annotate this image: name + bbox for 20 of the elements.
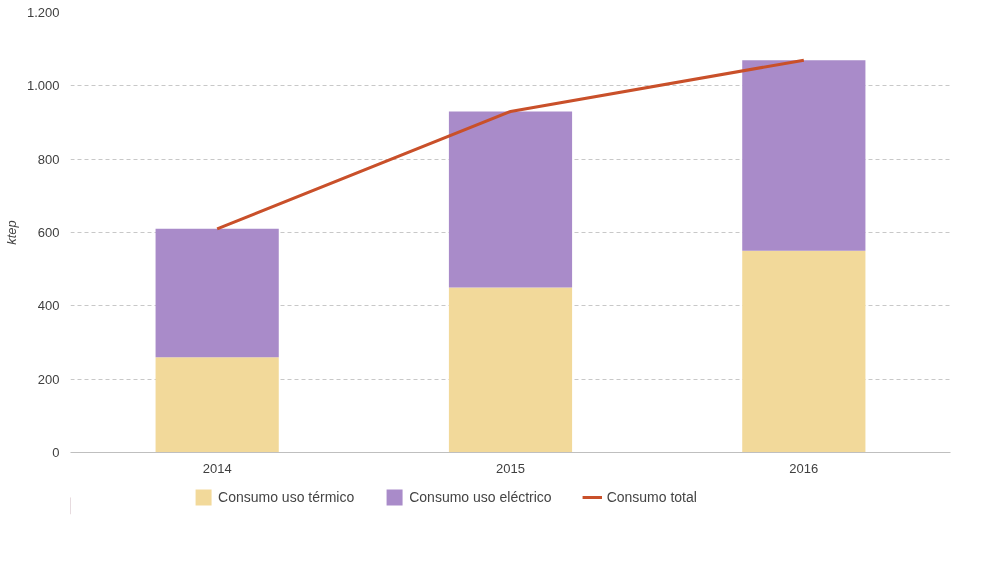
y-tick-label: 400 — [37, 298, 60, 314]
bar — [742, 60, 866, 251]
bar — [742, 250, 866, 453]
bar — [155, 228, 279, 358]
legend-label: Consumo uso eléctrico — [409, 489, 552, 505]
y-tick-label: 0 — [52, 445, 60, 460]
x-tick-label: 2016 — [789, 460, 819, 476]
x-tick-label: 2014 — [202, 460, 232, 476]
x-tick-label: 2015 — [496, 460, 525, 476]
bar — [155, 357, 279, 453]
y-tick-label: 200 — [37, 371, 60, 387]
bar — [448, 111, 573, 288]
y-tick-label: 800 — [37, 151, 60, 167]
y-tick-label: 1.000 — [26, 78, 60, 94]
legend-label: Consumo uso térmico — [218, 489, 355, 505]
bar — [448, 287, 573, 453]
y-tick-label: 600 — [37, 225, 60, 240]
y-axis-title: ktep — [3, 220, 19, 245]
legend-label: Consumo total — [606, 489, 697, 505]
y-tick-label: 1.200 — [26, 5, 60, 20]
